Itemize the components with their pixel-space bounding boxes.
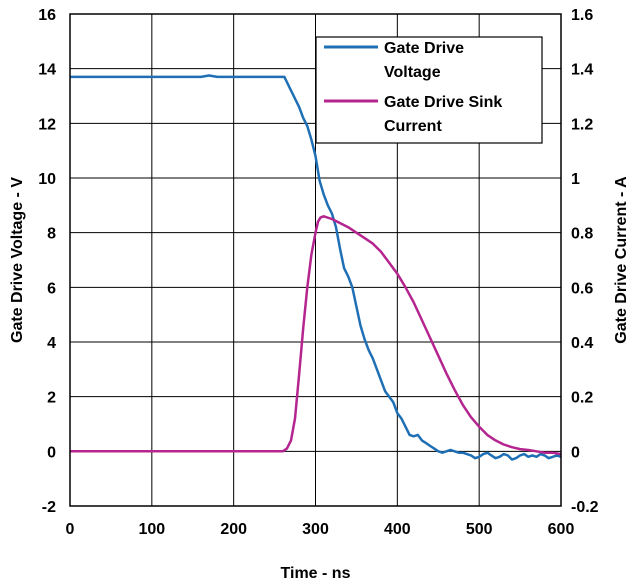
x-tick-label: 600 — [548, 521, 575, 538]
y-axis-title: Gate Drive Voltage - V — [9, 177, 26, 343]
y2-tick-label: -0.2 — [571, 499, 599, 516]
y-tick-label: 2 — [47, 390, 56, 407]
y-tick-label: 16 — [38, 7, 56, 24]
legend-label-gate-drive-sink-current: Gate Drive Sink Current — [384, 94, 502, 135]
x-axis-title: Time - ns — [281, 565, 351, 582]
y-tick-label: -2 — [42, 499, 56, 516]
x-tick-label: 300 — [302, 521, 329, 538]
series-line-gate-drive-sink-current — [70, 215, 562, 456]
y2-tick-label: 1.6 — [571, 7, 593, 24]
y2-axis-title: Gate Drive Current - A — [613, 176, 630, 344]
legend: Gate Drive Voltage Gate Drive Sink Current — [315, 36, 543, 144]
x-tick-label: 500 — [466, 521, 493, 538]
legend-label-gate-drive-voltage: Gate Drive Voltage — [384, 40, 464, 81]
y2-tick-label: 1.4 — [571, 62, 593, 79]
y2-tick-label: 1.2 — [571, 116, 593, 133]
y-tick-label: 4 — [47, 335, 56, 352]
y-tick-label: 12 — [38, 116, 56, 133]
y-tick-label: 0 — [47, 444, 56, 461]
x-tick-label: 400 — [384, 521, 411, 538]
tick-labels: 0 100 200 300 400 500 600 -2 0 2 4 6 8 10 12 14 16 -0.2 0 0… — [38, 7, 598, 538]
y2-tick-label: 0.6 — [571, 280, 593, 297]
x-tick-label: 100 — [138, 521, 165, 538]
y-tick-label: 10 — [38, 171, 56, 188]
y-tick-label: 6 — [47, 280, 56, 297]
y2-tick-label: 0.2 — [571, 390, 593, 407]
x-tick-label: 200 — [220, 521, 247, 538]
legend-box — [315, 36, 543, 144]
y2-tick-label: 0 — [571, 444, 580, 461]
y-tick-label: 8 — [47, 226, 56, 243]
series-group — [70, 74, 562, 461]
x-tick-label: 0 — [66, 521, 75, 538]
series-line-gate-drive-voltage — [70, 74, 562, 461]
y2-tick-label: 1 — [571, 171, 580, 188]
y-tick-label: 14 — [38, 62, 56, 79]
y2-tick-label: 0.4 — [571, 335, 593, 352]
plot-frame — [69, 13, 562, 507]
y2-tick-label: 0.8 — [571, 226, 593, 243]
